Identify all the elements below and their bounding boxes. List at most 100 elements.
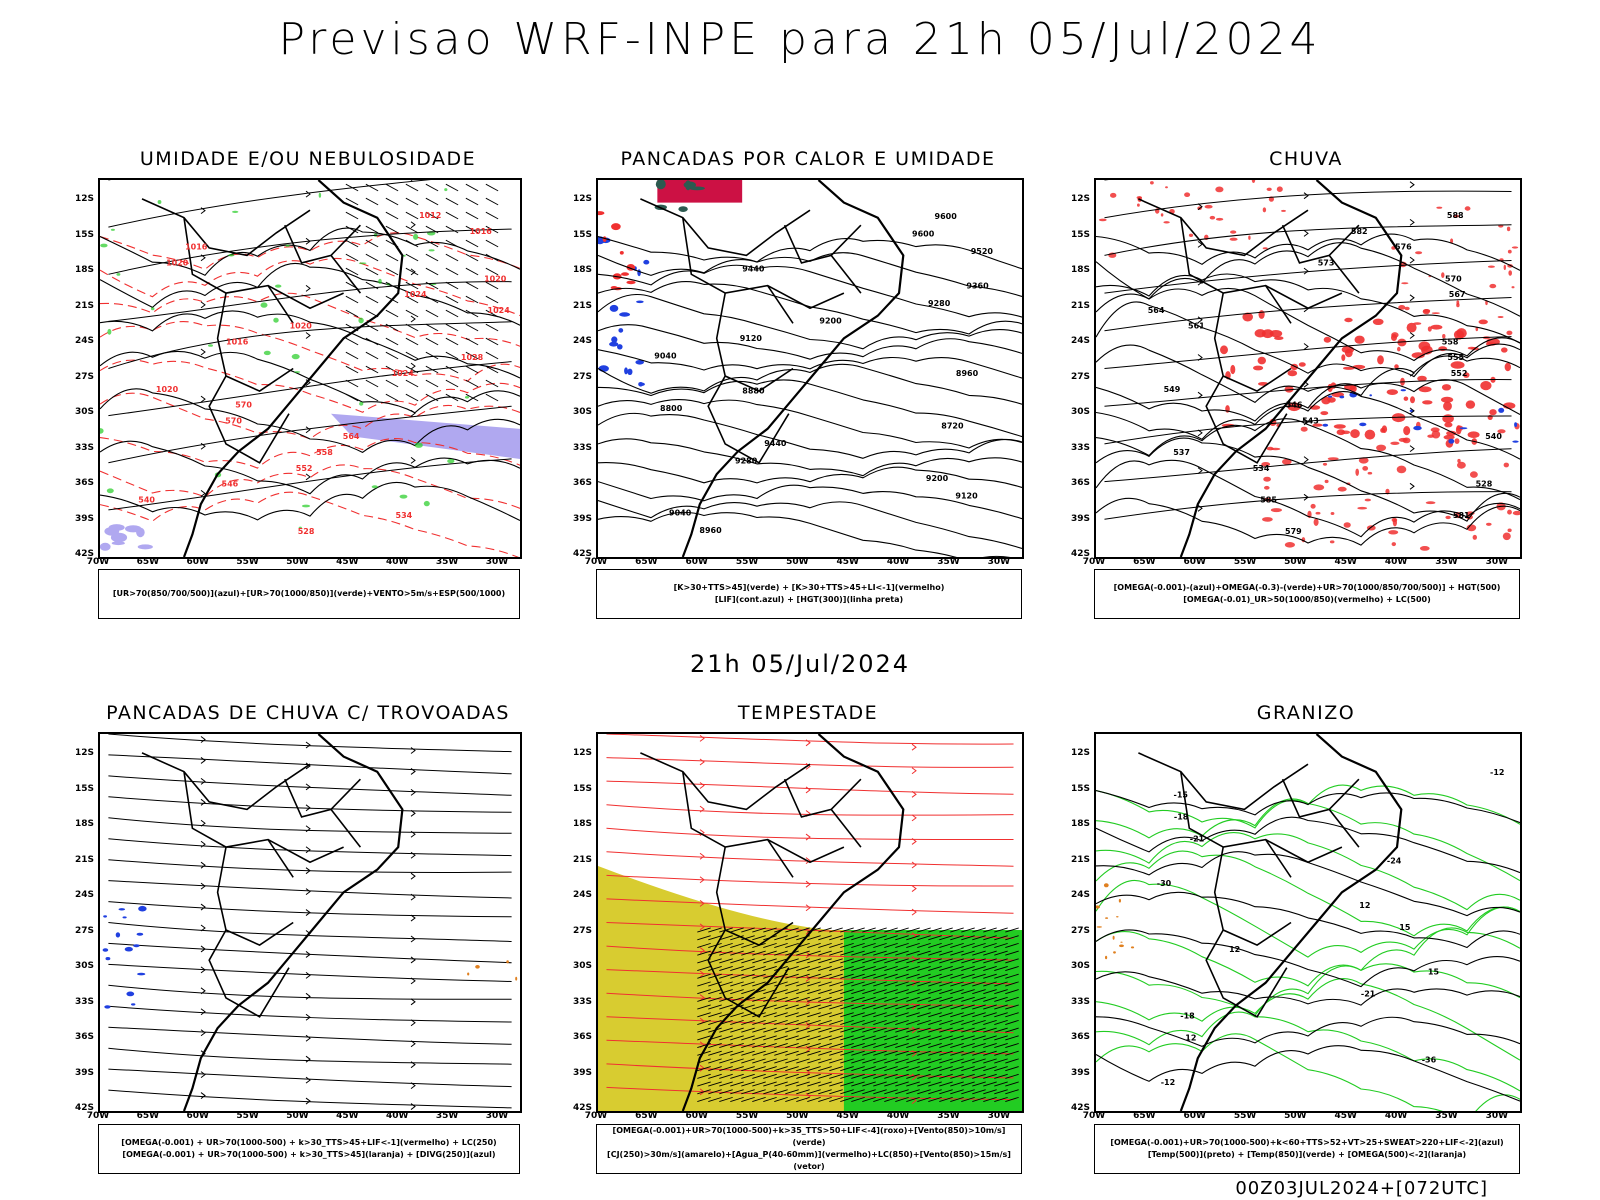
lat-label: 42S (1070, 1103, 1090, 1113)
valid-time-label: 21h 05/Jul/2024 (689, 650, 911, 678)
lat-label: 12S (1070, 194, 1090, 204)
lat-label: 27S (74, 925, 94, 936)
lon-label: 30W (1485, 557, 1509, 567)
lat-label: 24S (74, 890, 94, 900)
contour-label: 9280 (928, 299, 951, 308)
lat-label: 15S (1070, 783, 1090, 794)
contour-label: 9520 (971, 247, 994, 256)
contour-label: 1020 (484, 274, 507, 283)
lon-label: 55W (236, 557, 259, 567)
contour-label: 540 (1485, 432, 1502, 441)
contour-label: 1016 (185, 243, 208, 252)
lat-label: 12S (572, 194, 592, 204)
contour-label: 558 (1442, 337, 1459, 346)
contour-label: 1024 (404, 290, 427, 299)
legend-trovoadas: [OMEGA(-0.001) + UR>70(1000-500) + k>30_… (98, 1124, 520, 1174)
lat-label: 15S (572, 229, 592, 240)
lat-label: 39S (74, 513, 94, 524)
contour-label: 8800 (660, 404, 683, 413)
lat-label: 39S (1070, 513, 1090, 524)
lat-label: 24S (1070, 336, 1090, 346)
panel-title-granizo: GRANIZO (1256, 702, 1356, 724)
lon-label: 35W (937, 1111, 960, 1121)
contour-label: 540 (138, 495, 155, 504)
contour-label: 567 (1449, 290, 1466, 299)
legend-pancadas: [K>30+TTS>45](verde) + [K>30+TTS>45+LI<-… (596, 569, 1022, 619)
lon-label: 70W (1082, 1111, 1106, 1121)
lon-label: 60W (186, 1111, 209, 1121)
contour-label: 576 (1395, 243, 1412, 252)
lon-label: 35W (1435, 1111, 1458, 1121)
lon-label: 35W (1435, 557, 1458, 567)
contour-label: 1012 (419, 211, 441, 220)
contour-label: 570 (1445, 274, 1462, 283)
contour-label: 9120 (740, 334, 763, 343)
lon-label: 65W (136, 557, 160, 567)
contour-label: 570 (225, 416, 242, 425)
contour-label: -18 (1174, 813, 1189, 822)
contour-label: 534 (396, 511, 413, 520)
legend-line: [OMEGA(-0.001) + UR>70(1000-500) + k>30_… (121, 1138, 497, 1147)
lat-label: 33S (1070, 442, 1090, 453)
contour-label: 558 (316, 448, 333, 457)
lat-label: 42S (572, 1103, 592, 1113)
lon-label: 35W (435, 557, 459, 567)
lon-label: 50W (286, 1111, 309, 1121)
legend-chuva: [OMEGA(-0.001)-(azul)+OMEGA(-0.3)-(verde… (1094, 569, 1520, 619)
lat-label: 42S (74, 1103, 94, 1113)
contour-label: 9600 (912, 229, 935, 238)
lat-label: 36S (572, 1032, 592, 1042)
contour-label: 12 (1229, 945, 1240, 954)
contour-label: -21 (1361, 989, 1376, 998)
lat-label: 39S (572, 1067, 592, 1078)
lat-label: 24S (572, 890, 592, 900)
contour-label: 9200 (819, 317, 842, 326)
lat-label: 39S (74, 1067, 94, 1078)
lat-label: 30S (572, 961, 592, 971)
legend-line: [OMEGA(-0.01)_UR>50(1000/850)(vermelho) … (1183, 595, 1431, 604)
lat-label: 15S (572, 783, 592, 794)
contour-label: 573 (1318, 259, 1335, 268)
lon-label: 45W (336, 1111, 359, 1121)
contour-label: 543 (1302, 416, 1319, 425)
contour-label: 546 (1286, 401, 1303, 410)
lat-label: 21S (572, 854, 592, 865)
lat-label: 33S (1070, 996, 1090, 1007)
lon-label: 65W (635, 1111, 658, 1121)
contour-label: 9040 (654, 352, 677, 361)
contour-label: 579 (1285, 527, 1302, 536)
legend-line: [LIF](cont.azul) + [HGT(300)](linha pret… (714, 595, 904, 604)
lon-label: 40W (886, 557, 910, 567)
legend-line: [OMEGA(-0.001)+UR>70(1000-500)+k<60+TTS>… (1110, 1138, 1504, 1147)
lat-label: 30S (74, 407, 94, 417)
contour-label: 9280 (735, 456, 758, 465)
lat-label: 24S (1070, 890, 1090, 900)
contour-label: 552 (296, 464, 313, 473)
map-trovoadas (98, 732, 522, 1113)
lon-label: 30W (1485, 1111, 1509, 1121)
lat-label: 36S (74, 478, 94, 488)
contour-label: -30 (1157, 879, 1172, 888)
lat-label: 27S (572, 371, 592, 382)
lat-label: 36S (1070, 478, 1090, 488)
contour-label: 552 (1451, 369, 1468, 378)
contour-label: 528 (1476, 480, 1493, 489)
lat-label: 18S (74, 265, 94, 275)
lon-label: 30W (485, 557, 509, 567)
lat-label: 42S (1070, 549, 1090, 559)
contour-label: 582 (1351, 227, 1368, 236)
lon-label: 40W (1384, 557, 1408, 567)
lon-label: 65W (635, 557, 658, 567)
contour-label: 1024 (488, 306, 511, 315)
contour-label: 1016 (226, 337, 249, 346)
contour-label: -12 (1490, 768, 1504, 777)
contour-label: 8720 (941, 421, 964, 430)
lat-label: 27S (1070, 925, 1090, 936)
contour-label: -36 (1422, 1056, 1437, 1065)
lat-label: 33S (74, 996, 94, 1007)
legend-line: [Temp(500)](preto) + [Temp(850)](verde) … (1147, 1150, 1467, 1159)
contour-label: 9120 (955, 491, 978, 500)
lon-label: 50W (286, 557, 309, 567)
lat-label: 39S (1070, 1067, 1090, 1078)
lon-label: 45W (1334, 1111, 1357, 1121)
